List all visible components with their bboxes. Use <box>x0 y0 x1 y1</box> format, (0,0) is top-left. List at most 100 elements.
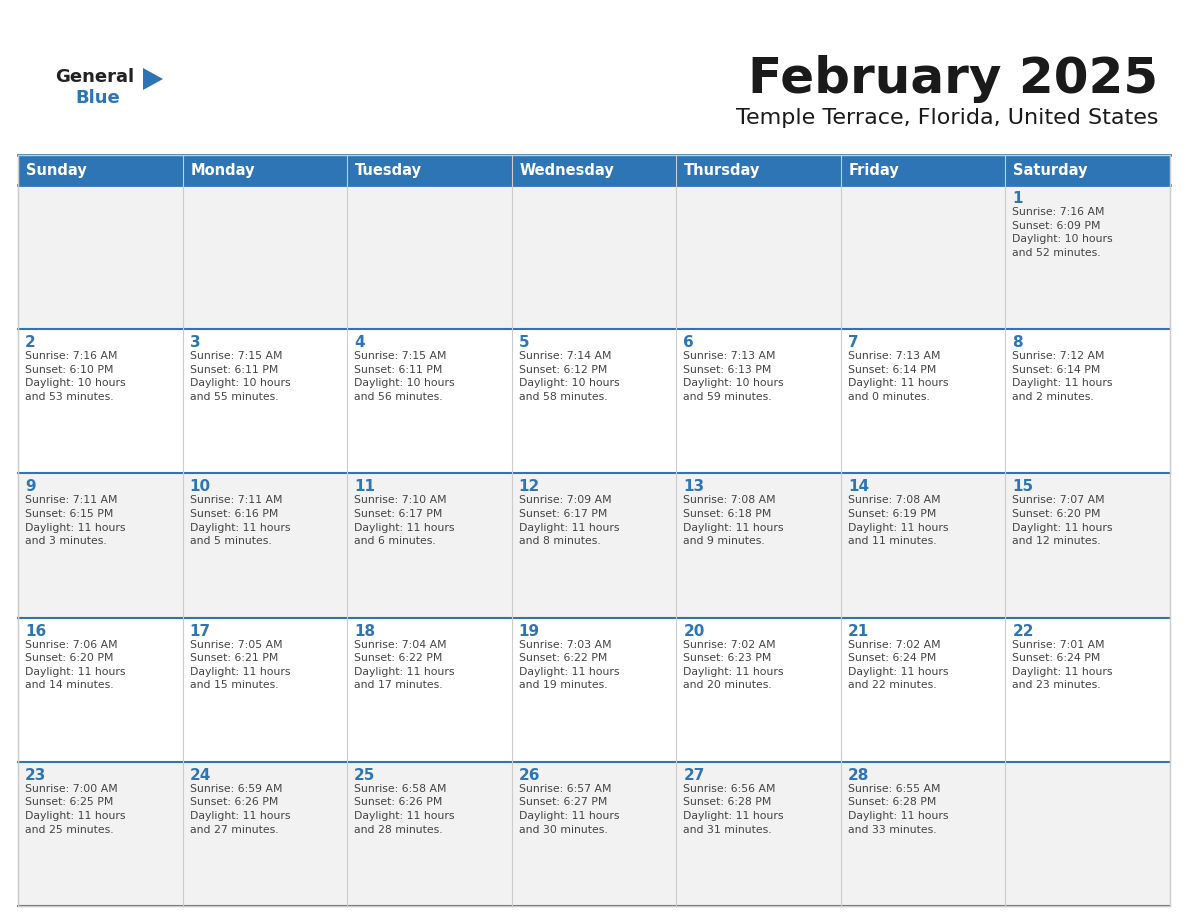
Bar <box>512 474 676 618</box>
Text: Sunrise: 7:10 AM
Sunset: 6:17 PM
Daylight: 11 hours
and 6 minutes.: Sunrise: 7:10 AM Sunset: 6:17 PM Dayligh… <box>354 496 455 546</box>
Bar <box>18 762 183 906</box>
Bar <box>676 474 841 618</box>
Bar <box>676 185 841 330</box>
Bar <box>183 185 347 330</box>
Text: 8: 8 <box>1012 335 1023 350</box>
Text: 3: 3 <box>190 335 201 350</box>
Text: Sunrise: 6:55 AM
Sunset: 6:28 PM
Daylight: 11 hours
and 33 minutes.: Sunrise: 6:55 AM Sunset: 6:28 PM Dayligh… <box>848 784 948 834</box>
Text: Sunrise: 6:59 AM
Sunset: 6:26 PM
Daylight: 11 hours
and 27 minutes.: Sunrise: 6:59 AM Sunset: 6:26 PM Dayligh… <box>190 784 290 834</box>
Text: 25: 25 <box>354 767 375 783</box>
Bar <box>512 762 676 906</box>
Text: 10: 10 <box>190 479 210 495</box>
Text: Sunrise: 7:06 AM
Sunset: 6:20 PM
Daylight: 11 hours
and 14 minutes.: Sunrise: 7:06 AM Sunset: 6:20 PM Dayligh… <box>25 640 126 690</box>
Text: Blue: Blue <box>75 89 120 107</box>
Text: 22: 22 <box>1012 623 1034 639</box>
Text: 5: 5 <box>519 335 530 350</box>
Text: 16: 16 <box>25 623 46 639</box>
Bar <box>183 618 347 762</box>
Bar <box>841 155 1005 185</box>
Text: 2: 2 <box>25 335 36 350</box>
Bar <box>841 618 1005 762</box>
Bar <box>512 618 676 762</box>
Bar <box>347 330 512 474</box>
Text: Sunrise: 7:01 AM
Sunset: 6:24 PM
Daylight: 11 hours
and 23 minutes.: Sunrise: 7:01 AM Sunset: 6:24 PM Dayligh… <box>1012 640 1113 690</box>
Text: 12: 12 <box>519 479 541 495</box>
Text: 9: 9 <box>25 479 36 495</box>
Bar <box>1005 474 1170 618</box>
Bar <box>18 618 183 762</box>
Text: Sunrise: 7:12 AM
Sunset: 6:14 PM
Daylight: 11 hours
and 2 minutes.: Sunrise: 7:12 AM Sunset: 6:14 PM Dayligh… <box>1012 352 1113 402</box>
Text: 18: 18 <box>354 623 375 639</box>
Bar <box>676 155 841 185</box>
Bar <box>18 155 183 185</box>
Bar <box>347 155 512 185</box>
Text: Sunrise: 7:00 AM
Sunset: 6:25 PM
Daylight: 11 hours
and 25 minutes.: Sunrise: 7:00 AM Sunset: 6:25 PM Dayligh… <box>25 784 126 834</box>
Text: 4: 4 <box>354 335 365 350</box>
Bar <box>841 185 1005 330</box>
Text: Saturday: Saturday <box>1013 162 1088 177</box>
Text: Sunrise: 6:57 AM
Sunset: 6:27 PM
Daylight: 11 hours
and 30 minutes.: Sunrise: 6:57 AM Sunset: 6:27 PM Dayligh… <box>519 784 619 834</box>
Text: Sunrise: 7:11 AM
Sunset: 6:16 PM
Daylight: 11 hours
and 5 minutes.: Sunrise: 7:11 AM Sunset: 6:16 PM Dayligh… <box>190 496 290 546</box>
Text: Sunrise: 7:15 AM
Sunset: 6:11 PM
Daylight: 10 hours
and 56 minutes.: Sunrise: 7:15 AM Sunset: 6:11 PM Dayligh… <box>354 352 455 402</box>
Text: Sunrise: 7:16 AM
Sunset: 6:10 PM
Daylight: 10 hours
and 53 minutes.: Sunrise: 7:16 AM Sunset: 6:10 PM Dayligh… <box>25 352 126 402</box>
Text: 26: 26 <box>519 767 541 783</box>
Text: 15: 15 <box>1012 479 1034 495</box>
Text: Sunrise: 7:13 AM
Sunset: 6:14 PM
Daylight: 11 hours
and 0 minutes.: Sunrise: 7:13 AM Sunset: 6:14 PM Dayligh… <box>848 352 948 402</box>
Text: Sunrise: 7:14 AM
Sunset: 6:12 PM
Daylight: 10 hours
and 58 minutes.: Sunrise: 7:14 AM Sunset: 6:12 PM Dayligh… <box>519 352 619 402</box>
Bar <box>1005 330 1170 474</box>
Text: General: General <box>55 68 134 86</box>
Bar <box>183 474 347 618</box>
Bar <box>183 330 347 474</box>
Bar <box>183 762 347 906</box>
Text: 24: 24 <box>190 767 211 783</box>
Bar <box>18 185 183 330</box>
Bar <box>512 155 676 185</box>
Bar <box>18 155 1170 906</box>
Bar <box>841 762 1005 906</box>
Bar <box>676 330 841 474</box>
Text: Sunrise: 7:02 AM
Sunset: 6:23 PM
Daylight: 11 hours
and 20 minutes.: Sunrise: 7:02 AM Sunset: 6:23 PM Dayligh… <box>683 640 784 690</box>
Bar <box>18 474 183 618</box>
Text: 20: 20 <box>683 623 704 639</box>
Text: February 2025: February 2025 <box>748 55 1158 103</box>
Text: Tuesday: Tuesday <box>355 162 422 177</box>
Bar <box>347 762 512 906</box>
Text: 14: 14 <box>848 479 868 495</box>
Bar <box>347 474 512 618</box>
Text: Sunrise: 7:08 AM
Sunset: 6:18 PM
Daylight: 11 hours
and 9 minutes.: Sunrise: 7:08 AM Sunset: 6:18 PM Dayligh… <box>683 496 784 546</box>
Text: Sunrise: 6:56 AM
Sunset: 6:28 PM
Daylight: 11 hours
and 31 minutes.: Sunrise: 6:56 AM Sunset: 6:28 PM Dayligh… <box>683 784 784 834</box>
Text: Sunrise: 7:16 AM
Sunset: 6:09 PM
Daylight: 10 hours
and 52 minutes.: Sunrise: 7:16 AM Sunset: 6:09 PM Dayligh… <box>1012 207 1113 258</box>
Text: 28: 28 <box>848 767 870 783</box>
Text: Sunrise: 7:04 AM
Sunset: 6:22 PM
Daylight: 11 hours
and 17 minutes.: Sunrise: 7:04 AM Sunset: 6:22 PM Dayligh… <box>354 640 455 690</box>
Bar <box>1005 155 1170 185</box>
Text: 21: 21 <box>848 623 870 639</box>
Text: Sunrise: 7:03 AM
Sunset: 6:22 PM
Daylight: 11 hours
and 19 minutes.: Sunrise: 7:03 AM Sunset: 6:22 PM Dayligh… <box>519 640 619 690</box>
Bar <box>1005 185 1170 330</box>
Bar <box>841 330 1005 474</box>
Text: 1: 1 <box>1012 191 1023 206</box>
Bar <box>512 330 676 474</box>
Text: 19: 19 <box>519 623 539 639</box>
Polygon shape <box>143 68 163 90</box>
Bar <box>347 618 512 762</box>
Text: Sunrise: 7:07 AM
Sunset: 6:20 PM
Daylight: 11 hours
and 12 minutes.: Sunrise: 7:07 AM Sunset: 6:20 PM Dayligh… <box>1012 496 1113 546</box>
Bar <box>1005 618 1170 762</box>
Text: 11: 11 <box>354 479 375 495</box>
Text: Sunrise: 7:05 AM
Sunset: 6:21 PM
Daylight: 11 hours
and 15 minutes.: Sunrise: 7:05 AM Sunset: 6:21 PM Dayligh… <box>190 640 290 690</box>
Bar <box>1005 762 1170 906</box>
Text: Thursday: Thursday <box>684 162 760 177</box>
Bar <box>676 618 841 762</box>
Text: 17: 17 <box>190 623 210 639</box>
Text: Sunrise: 6:58 AM
Sunset: 6:26 PM
Daylight: 11 hours
and 28 minutes.: Sunrise: 6:58 AM Sunset: 6:26 PM Dayligh… <box>354 784 455 834</box>
Text: Temple Terrace, Florida, United States: Temple Terrace, Florida, United States <box>735 108 1158 128</box>
Text: Wednesday: Wednesday <box>519 162 614 177</box>
Text: 13: 13 <box>683 479 704 495</box>
Bar <box>841 474 1005 618</box>
Bar <box>18 330 183 474</box>
Bar <box>676 762 841 906</box>
Text: 6: 6 <box>683 335 694 350</box>
Text: Sunrise: 7:02 AM
Sunset: 6:24 PM
Daylight: 11 hours
and 22 minutes.: Sunrise: 7:02 AM Sunset: 6:24 PM Dayligh… <box>848 640 948 690</box>
Bar <box>183 155 347 185</box>
Text: Sunrise: 7:09 AM
Sunset: 6:17 PM
Daylight: 11 hours
and 8 minutes.: Sunrise: 7:09 AM Sunset: 6:17 PM Dayligh… <box>519 496 619 546</box>
Text: Sunrise: 7:15 AM
Sunset: 6:11 PM
Daylight: 10 hours
and 55 minutes.: Sunrise: 7:15 AM Sunset: 6:11 PM Dayligh… <box>190 352 290 402</box>
